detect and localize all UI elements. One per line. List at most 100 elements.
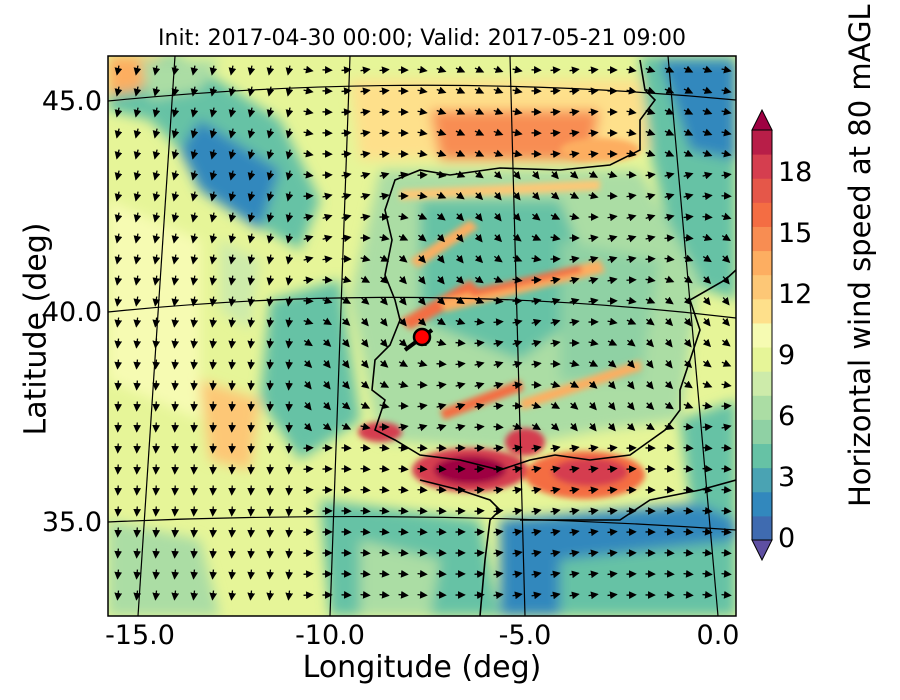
wind-arrow bbox=[455, 149, 466, 157]
wind-arrow bbox=[171, 275, 180, 286]
wind-arrow bbox=[114, 170, 123, 181]
wind-arrow bbox=[285, 86, 294, 97]
wind-arrow bbox=[550, 591, 561, 600]
wind-arrow bbox=[683, 359, 693, 369]
wind-arrow bbox=[417, 65, 428, 74]
wind-arrow bbox=[341, 66, 352, 75]
wind-arrow bbox=[436, 233, 446, 243]
wind-arrow bbox=[645, 275, 656, 284]
wind-arrow bbox=[702, 527, 713, 536]
colorbar-bin bbox=[752, 515, 772, 541]
wind-arrow bbox=[266, 149, 275, 160]
wind-arrow bbox=[474, 402, 485, 411]
wind-arrow bbox=[436, 212, 446, 221]
wind-arrow bbox=[436, 107, 447, 116]
wind-arrow bbox=[474, 191, 484, 201]
wind-arrow bbox=[645, 380, 654, 390]
wind-arrow bbox=[588, 380, 598, 389]
wind-arrow bbox=[493, 507, 504, 516]
colorbar-tick-label: 12 bbox=[778, 279, 812, 310]
wind-arrow bbox=[322, 234, 333, 243]
wind-arrow bbox=[702, 548, 713, 557]
wind-arrow bbox=[152, 275, 161, 286]
colorbar-bin bbox=[752, 202, 772, 227]
wind-arrow bbox=[209, 275, 218, 286]
wind-arrow bbox=[417, 212, 428, 220]
wind-arrow bbox=[417, 569, 428, 578]
wind-arrow bbox=[341, 275, 352, 284]
wind-arrow bbox=[209, 548, 218, 559]
wind-arrow bbox=[721, 65, 732, 74]
wind-arrow bbox=[645, 359, 654, 369]
wind-arrow bbox=[436, 128, 447, 137]
wind-arrow bbox=[266, 380, 275, 391]
wind-arrow bbox=[285, 380, 294, 391]
wind-arrow bbox=[266, 275, 275, 286]
colorbar-tick-label: 6 bbox=[778, 401, 795, 432]
wind-arrow bbox=[493, 422, 504, 431]
wind-arrow bbox=[133, 212, 142, 223]
wind-arrow bbox=[322, 359, 331, 369]
wind-arrow bbox=[228, 296, 237, 307]
wind-arrow bbox=[285, 296, 294, 307]
wind-arrow bbox=[645, 86, 656, 95]
wind-arrow bbox=[360, 443, 371, 452]
wind-arrow bbox=[588, 423, 597, 432]
wind-arrow bbox=[398, 527, 409, 536]
wind-arrow bbox=[303, 444, 314, 453]
wind-arrow bbox=[702, 423, 713, 432]
colorbar-frame bbox=[751, 129, 773, 541]
wind-arrow bbox=[436, 296, 446, 305]
wind-arrow bbox=[626, 213, 637, 222]
wind-arrow bbox=[702, 569, 713, 578]
wind-arrow bbox=[322, 213, 333, 222]
wind-arrow bbox=[266, 527, 275, 538]
wind-arrow bbox=[114, 569, 123, 580]
wind-arrow bbox=[379, 527, 390, 536]
wind-arrow bbox=[607, 170, 618, 179]
wind-arrow bbox=[493, 381, 504, 390]
wind-arrow bbox=[379, 66, 390, 75]
wind-arrow bbox=[607, 507, 618, 516]
wind-arrow bbox=[266, 233, 275, 244]
wind-arrow bbox=[588, 570, 599, 579]
wind-arrow bbox=[588, 359, 599, 367]
wind-arrow bbox=[133, 401, 142, 412]
wind-arrow bbox=[493, 254, 503, 263]
wind-arrow bbox=[228, 170, 237, 181]
wind-arrow bbox=[341, 108, 352, 117]
wind-arrow bbox=[398, 359, 409, 367]
wind-arrow bbox=[303, 276, 314, 285]
colorbar-extend-max bbox=[751, 108, 773, 131]
wind-arrow bbox=[228, 506, 237, 517]
wind-arrow bbox=[721, 548, 732, 557]
wind-arrow bbox=[209, 107, 218, 118]
wind-arrow bbox=[607, 213, 618, 222]
colorbar-bin bbox=[752, 347, 772, 372]
wind-arrow bbox=[683, 65, 694, 73]
wind-arrow bbox=[550, 401, 561, 409]
wind-arrow bbox=[512, 507, 523, 516]
wind-arrow bbox=[266, 254, 275, 265]
wind-arrow bbox=[285, 359, 294, 370]
wind-arrow bbox=[550, 444, 561, 453]
wind-arrow bbox=[721, 464, 732, 473]
wind-arrow bbox=[114, 254, 123, 265]
wind-speed-field bbox=[108, 56, 736, 616]
wind-arrow bbox=[683, 86, 694, 94]
wind-arrow bbox=[493, 170, 503, 180]
wind-arrow bbox=[152, 506, 161, 517]
colorbar-tick-label: 9 bbox=[778, 340, 795, 371]
wind-arrow bbox=[607, 317, 618, 326]
y-tick-label: 35.0 bbox=[42, 507, 102, 538]
wind-arrow bbox=[322, 296, 333, 305]
wind-arrow bbox=[417, 296, 426, 306]
wind-arrow bbox=[303, 128, 314, 137]
wind-arrow bbox=[360, 129, 371, 138]
wind-arrow bbox=[266, 506, 275, 517]
wind-arrow bbox=[114, 191, 123, 202]
wind-arrow bbox=[664, 548, 675, 557]
wind-arrow bbox=[664, 464, 675, 473]
wind-arrow bbox=[607, 570, 618, 579]
wind-arrow bbox=[721, 107, 732, 116]
